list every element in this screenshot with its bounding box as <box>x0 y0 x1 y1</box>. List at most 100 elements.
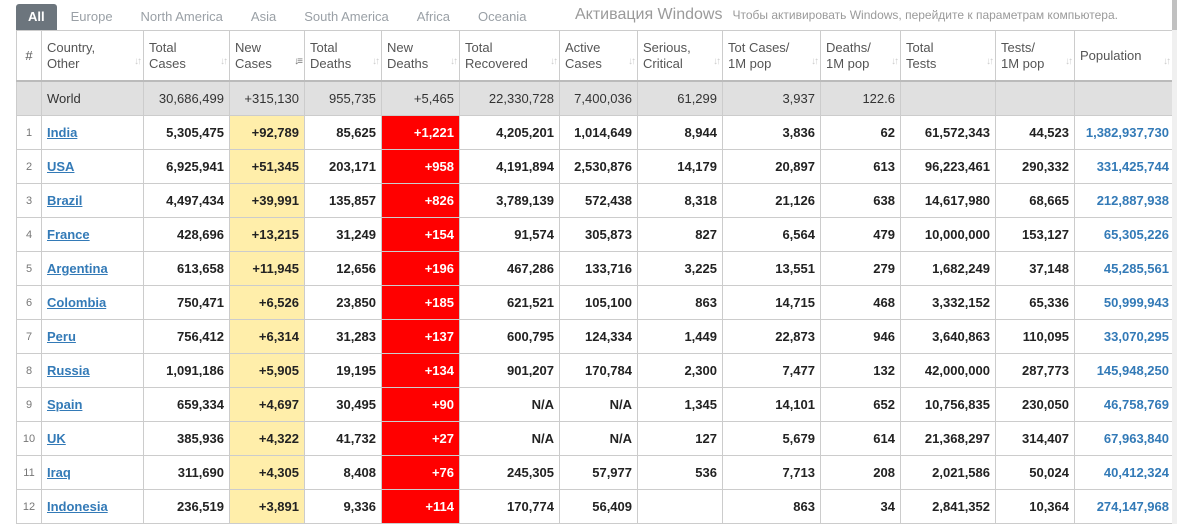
cell-total-cases: 428,696 <box>143 217 230 252</box>
cell-country: Colombia <box>41 285 144 320</box>
cell-active-cases: N/A <box>559 421 638 456</box>
country-link[interactable]: Iraq <box>47 465 71 480</box>
table-row: 4 France 428,696 +13,215 31,249 +154 91,574 305… <box>16 217 1173 252</box>
sort-icon[interactable]: ↓↑ <box>550 56 558 67</box>
cell-new-cases: +3,891 <box>229 489 305 524</box>
column-header-tests-1m-pop[interactable]: Tests/1M pop ↓↑ <box>995 30 1075 82</box>
tab-asia[interactable]: Asia <box>250 9 277 24</box>
column-header-deaths-1m-pop[interactable]: Deaths/1M pop ↓↑ <box>820 30 901 82</box>
cell-new-cases: +11,945 <box>229 251 305 286</box>
column-header-total-deaths[interactable]: Total Deaths ↓↑ <box>304 30 382 82</box>
cell-tests-per-1m: 50,024 <box>995 455 1075 490</box>
tab-south-america[interactable]: South America <box>304 9 389 24</box>
country-link[interactable]: Spain <box>47 397 83 412</box>
cell-rank: 7 <box>16 319 42 354</box>
column-header-tot-cases-1m-pop[interactable]: Tot Cases/1M pop ↓↑ <box>722 30 821 82</box>
cell-total-cases: 385,936 <box>143 421 230 456</box>
world-row: World 30,686,499 +315,130 955,735 +5,465 22,3… <box>16 80 1173 116</box>
country-link[interactable]: Argentina <box>47 261 108 276</box>
cell-total-deaths: 23,850 <box>304 285 382 320</box>
cell-new-cases: +4,322 <box>229 421 305 456</box>
cell-active-cases: 105,100 <box>559 285 638 320</box>
cell-active-cases: 57,977 <box>559 455 638 490</box>
sort-icon[interactable]: ↓↑ <box>628 56 636 67</box>
column-header-new-cases[interactable]: New Cases ↓≡ <box>229 30 305 82</box>
cell-tests-per-1m: 10,364 <box>995 489 1075 524</box>
country-link[interactable]: Indonesia <box>47 499 108 514</box>
country-link[interactable]: Russia <box>47 363 90 378</box>
sort-icon[interactable]: ↓↑ <box>713 56 721 67</box>
sort-icon[interactable]: ↓↑ <box>1065 56 1073 67</box>
cell-new-deaths: +114 <box>381 489 460 524</box>
table-row: 8 Russia 1,091,186 +5,905 19,195 +134 901,207 1… <box>16 353 1173 388</box>
cell-total-tests: 14,617,980 <box>900 183 996 218</box>
tab-africa[interactable]: Africa <box>416 9 450 24</box>
column-header-line2: Recovered <box>465 55 528 71</box>
column-header-serious-critical[interactable]: Serious, Critical ↓↑ <box>637 30 723 82</box>
cell-country: Argentina <box>41 251 144 286</box>
cell-total-deaths: 955,735 <box>304 80 382 116</box>
sort-icon[interactable]: ↓↑ <box>1163 56 1171 67</box>
cell-new-cases: +315,130 <box>229 80 305 116</box>
cell-total-tests: 21,368,297 <box>900 421 996 456</box>
column-header-total-tests[interactable]: Total Tests ↓↑ <box>900 30 996 82</box>
sort-icon[interactable]: ↓↑ <box>372 56 380 67</box>
tab-all[interactable]: All <box>16 4 57 30</box>
cell-active-cases: 1,014,649 <box>559 115 638 150</box>
column-header-country-other[interactable]: Country, Other ↓↑ <box>41 30 144 82</box>
column-header-rank[interactable]: # <box>16 30 42 82</box>
column-header-line2: 1M pop <box>826 55 870 71</box>
cell-deaths-per-1m: 62 <box>820 115 901 150</box>
cell-serious-critical: 1,345 <box>637 387 723 422</box>
column-header-population[interactable]: Population ↓↑ <box>1074 30 1173 82</box>
column-header-line2: Population <box>1080 47 1142 63</box>
column-header-total-cases[interactable]: Total Cases ↓↑ <box>143 30 230 82</box>
table-row: 6 Colombia 750,471 +6,526 23,850 +185 621,521 1… <box>16 285 1173 320</box>
column-header-active-cases[interactable]: Active Cases ↓↑ <box>559 30 638 82</box>
cell-rank: 4 <box>16 217 42 252</box>
sort-icon[interactable]: ↓↑ <box>450 56 458 67</box>
column-header-line2: Deaths <box>387 55 429 71</box>
sort-desc-icon[interactable]: ↓≡ <box>294 56 303 67</box>
cell-tot-cases-per-1m: 14,715 <box>722 285 821 320</box>
cell-total-tests: 3,640,863 <box>900 319 996 354</box>
column-header-new-deaths[interactable]: New Deaths ↓↑ <box>381 30 460 82</box>
sort-icon[interactable]: ↓↑ <box>891 56 899 67</box>
cell-total-deaths: 85,625 <box>304 115 382 150</box>
cell-total-recovered: 3,789,139 <box>459 183 560 218</box>
tab-europe[interactable]: Europe <box>70 9 113 24</box>
sort-icon[interactable]: ↓↑ <box>134 56 142 67</box>
tab-oceania[interactable]: Oceania <box>478 9 527 24</box>
column-header-label: # <box>25 47 33 63</box>
cell-deaths-per-1m: 638 <box>820 183 901 218</box>
cell-rank: 12 <box>16 489 42 524</box>
cell-total-recovered: 901,207 <box>459 353 560 388</box>
sort-icon[interactable]: ↓↑ <box>220 56 228 67</box>
cell-tests-per-1m: 37,148 <box>995 251 1075 286</box>
scrollbar[interactable] <box>1172 0 1177 524</box>
cell-tot-cases-per-1m: 13,551 <box>722 251 821 286</box>
cell-total-recovered: 4,205,201 <box>459 115 560 150</box>
scrollbar-thumb[interactable] <box>1172 0 1177 30</box>
cell-serious-critical <box>637 489 723 524</box>
cell-serious-critical: 61,299 <box>637 80 723 116</box>
country-link[interactable]: UK <box>47 431 66 446</box>
sort-icon[interactable]: ↓↑ <box>986 56 994 67</box>
cell-new-deaths: +185 <box>381 285 460 320</box>
column-header-line1: Total <box>310 39 338 55</box>
country-link[interactable]: Brazil <box>47 193 83 208</box>
column-header-total-recovered[interactable]: Total Recovered ↓↑ <box>459 30 560 82</box>
country-link[interactable]: India <box>47 125 78 140</box>
table-header: # Country, Other ↓↑ Total Cases ↓↑ New Cases ↓≡ To… <box>16 30 1173 82</box>
cell-rank: 3 <box>16 183 42 218</box>
tab-north-america[interactable]: North America <box>140 9 223 24</box>
cell-serious-critical: 8,944 <box>637 115 723 150</box>
country-link[interactable]: Peru <box>47 329 76 344</box>
sort-icon[interactable]: ↓↑ <box>811 56 819 67</box>
column-header-line1: New <box>235 39 262 55</box>
country-link[interactable]: Colombia <box>47 295 107 310</box>
country-link[interactable]: USA <box>47 159 75 174</box>
country-link[interactable]: France <box>47 227 90 242</box>
cell-total-cases: 750,471 <box>143 285 230 320</box>
cell-new-cases: +92,789 <box>229 115 305 150</box>
